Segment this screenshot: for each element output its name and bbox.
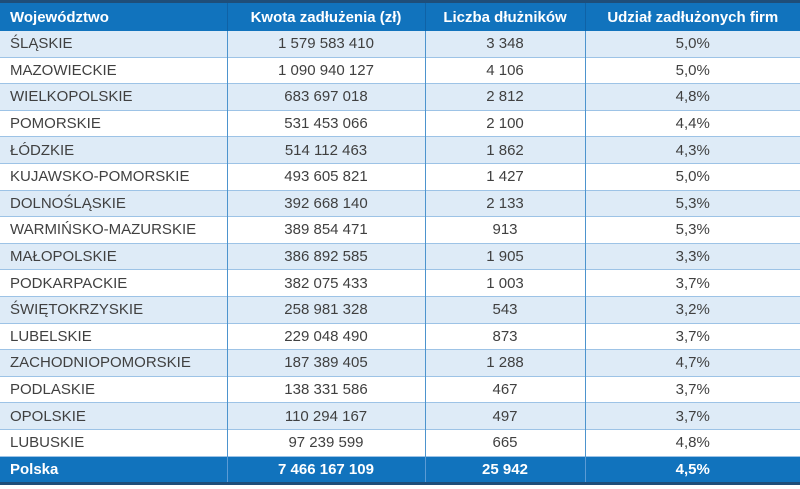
cell-wojewodztwo: MAZOWIECKIE	[0, 56, 228, 84]
cell-liczba-dluznikow: 543	[425, 295, 586, 324]
cell-liczba-dluznikow: 497	[425, 402, 586, 430]
total-liczba-dluznikow: 25 942	[425, 455, 586, 485]
cell-wojewodztwo: DOLNOŚLĄSKIE	[0, 189, 228, 217]
cell-udzial-zadluzonych-firm: 3,7%	[585, 322, 800, 350]
cell-wojewodztwo: MAŁOPOLSKIE	[0, 242, 228, 270]
header-row: Województwo Kwota zadłużenia (zł) Liczba…	[0, 0, 800, 31]
cell-wojewodztwo: LUBELSKIE	[0, 322, 228, 350]
cell-liczba-dluznikow: 873	[425, 322, 586, 350]
cell-kwota-zadluzenia: 187 389 405	[227, 349, 426, 377]
cell-kwota-zadluzenia: 514 112 463	[227, 136, 426, 164]
table-row: POMORSKIE 531 453 066 2 100 4,4%	[0, 109, 800, 137]
cell-udzial-zadluzonych-firm: 3,7%	[585, 375, 800, 403]
cell-wojewodztwo: WARMIŃSKO-MAZURSKIE	[0, 216, 228, 244]
cell-wojewodztwo: ŚLĄSKIE	[0, 31, 228, 58]
total-kwota-zadluzenia: 7 466 167 109	[227, 455, 426, 485]
cell-udzial-zadluzonych-firm: 4,4%	[585, 109, 800, 137]
cell-udzial-zadluzonych-firm: 5,0%	[675, 35, 710, 53]
table-row: PODKARPACKIE 382 075 433 1 003 3,7%	[0, 269, 800, 297]
cell-wojewodztwo: POMORSKIE	[0, 109, 228, 137]
cell-wojewodztwo: PODKARPACKIE	[0, 269, 228, 297]
cell-liczba-dluznikow: 467	[425, 375, 586, 403]
table-row: LUBELSKIE 229 048 490 873 3,7%	[0, 322, 800, 350]
table-row: LUBUSKIE 97 239 599 665 4,8%	[0, 428, 800, 456]
cell-liczba-dluznikow: 1 003	[425, 269, 586, 297]
table-row: OPOLSKIE 110 294 167 497 3,7%	[0, 402, 800, 430]
cell-wojewodztwo: OPOLSKIE	[0, 402, 228, 430]
cell-wojewodztwo: PODLASKIE	[0, 375, 228, 403]
table-row: DOLNOŚLĄSKIE 392 668 140 2 133 5,3%	[0, 189, 800, 217]
cell-wojewodztwo: ZACHODNIOPOMORSKIE	[0, 349, 228, 377]
cell-udzial-zadluzonych-firm: 4,3%	[585, 136, 800, 164]
cell-liczba-dluznikow: 2 812	[425, 83, 586, 111]
column-header-liczba-dluznikow: Liczba dłużników	[425, 0, 586, 31]
table-row: ŚLĄSKIE 1 579 583 410 3 348 5,0%	[0, 31, 800, 58]
cell-udzial-zadluzonych-firm: 3,7%	[585, 269, 800, 297]
column-header-udzial-zadluzonych-firm: Udział zadłużonych firm	[585, 0, 800, 31]
cell-liczba-dluznikow: 2 100	[425, 109, 586, 137]
cell-liczba-dluznikow: 665	[425, 428, 586, 456]
table-body: ŚLĄSKIE 1 579 583 410 3 348 5,0% MAZOWIECKIE…	[0, 31, 800, 456]
cell-liczba-dluznikow: 1 862	[425, 136, 586, 164]
table-row: WARMIŃSKO-MAZURSKIE 389 854 471 913 5,3%	[0, 216, 800, 244]
cell-kwota-zadluzenia: 1 579 583 410	[227, 31, 426, 58]
cell-kwota-zadluzenia: 1 090 940 127	[227, 56, 426, 84]
total-row: Polska 7 466 167 109 25 942 4,5%	[0, 455, 800, 485]
table-row: PODLASKIE 138 331 586 467 3,7%	[0, 375, 800, 403]
cell-liczba-dluznikow: 1 905	[425, 242, 586, 270]
cell-kwota-zadluzenia: 493 605 821	[227, 162, 426, 191]
cell-liczba-dluznikow: 3 348	[425, 31, 586, 58]
table-row: ZACHODNIOPOMORSKIE 187 389 405 1 288 4,7%	[0, 349, 800, 377]
total-label: Polska	[0, 455, 228, 485]
cell-udzial-zadluzonych-firm: 4,7%	[585, 349, 800, 377]
cell-kwota-zadluzenia: 382 075 433	[227, 269, 426, 297]
table-footer: Polska 7 466 167 109 25 942 4,5%	[0, 455, 800, 485]
cell-wojewodztwo: ŚWIĘTOKRZYSKIE	[0, 295, 228, 324]
cell-kwota-zadluzenia: 110 294 167	[227, 402, 426, 430]
cell-kwota-zadluzenia: 258 981 328	[227, 295, 426, 324]
cell-udzial-zadluzonych-firm: 5,0%	[585, 162, 800, 191]
cell-liczba-dluznikow: 4 106	[425, 56, 586, 84]
cell-kwota-zadluzenia: 392 668 140	[227, 189, 426, 217]
table-row: WIELKOPOLSKIE 683 697 018 2 812 4,8%	[0, 83, 800, 111]
column-header-kwota-zadluzenia: Kwota zadłużenia (zł)	[227, 0, 426, 31]
cell-liczba-dluznikow: 2 133	[425, 189, 586, 217]
cell-udzial-zadluzonych-firm: 5,3%	[585, 189, 800, 217]
cell-kwota-zadluzenia: 531 453 066	[227, 109, 426, 137]
table-row: ŁÓDZKIE 514 112 463 1 862 4,3%	[0, 136, 800, 164]
table-row: KUJAWSKO-POMORSKIE 493 605 821 1 427 5,0%	[0, 162, 800, 191]
cell-udzial-zadluzonych-firm: 4,8%	[585, 428, 800, 456]
cell-kwota-zadluzenia: 97 239 599	[227, 428, 426, 456]
cell-kwota-zadluzenia: 229 048 490	[227, 322, 426, 350]
cell-udzial-zadluzonych-firm: 3,2%	[585, 295, 800, 324]
cell-liczba-dluznikow: 1 288	[425, 349, 586, 377]
cell-udzial-zadluzonych-firm: 5,0%	[585, 56, 800, 84]
table-row: MAŁOPOLSKIE 386 892 585 1 905 3,3%	[0, 242, 800, 270]
cell-kwota-zadluzenia: 683 697 018	[227, 83, 426, 111]
cell-kwota-zadluzenia: 138 331 586	[227, 375, 426, 403]
cell-udzial-zadluzonych-firm: 3,7%	[585, 402, 800, 430]
table-row: MAZOWIECKIE 1 090 940 127 4 106 5,0%	[0, 56, 800, 84]
column-header-wojewodztwo: Województwo	[0, 0, 228, 31]
cell-kwota-zadluzenia: 389 854 471	[227, 216, 426, 244]
table-header: Województwo Kwota zadłużenia (zł) Liczba…	[0, 0, 800, 31]
cell-kwota-zadluzenia: 386 892 585	[227, 242, 426, 270]
cell-liczba-dluznikow: 913	[425, 216, 586, 244]
cell-udzial-zadluzonych-firm: 5,3%	[585, 216, 800, 244]
table-row: ŚWIĘTOKRZYSKIE 258 981 328 543 3,2%	[0, 295, 800, 324]
cell-udzial-zadluzonych-firm: 3,3%	[585, 242, 800, 270]
cell-liczba-dluznikow: 1 427	[425, 162, 586, 191]
total-udzial-zadluzonych-firm: 4,5%	[585, 455, 800, 485]
cell-wojewodztwo: ŁÓDZKIE	[0, 136, 228, 164]
cell-wojewodztwo: KUJAWSKO-POMORSKIE	[0, 162, 228, 191]
cell-wojewodztwo: LUBUSKIE	[0, 428, 228, 456]
cell-wojewodztwo: WIELKOPOLSKIE	[0, 83, 228, 111]
cell-udzial-zadluzonych-firm: 4,8%	[585, 83, 800, 111]
